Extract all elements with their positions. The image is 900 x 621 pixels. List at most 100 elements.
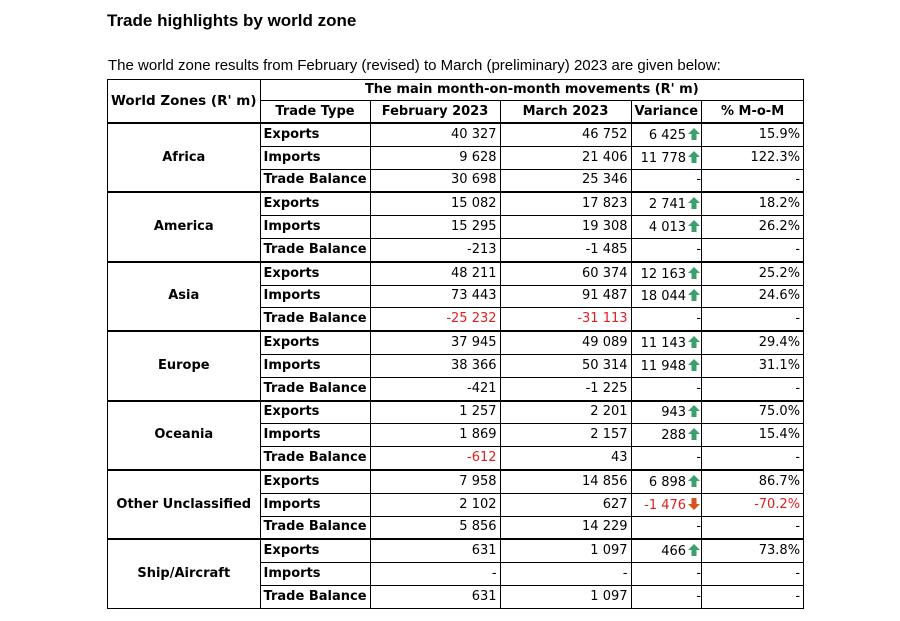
arrow-up-icon xyxy=(687,266,701,280)
trade-type: Exports xyxy=(259,468,371,494)
february-value: -213 xyxy=(369,237,501,263)
pct-mom-value: 86.7% xyxy=(701,468,805,494)
table-row: Trade Balance 5 856 14 229 - - xyxy=(108,515,805,540)
february-value: -25 232 xyxy=(369,307,501,332)
variance-value: - xyxy=(696,172,702,188)
march-value: 627 xyxy=(499,492,632,517)
table-row: Trade Balance -612 43 - - xyxy=(108,446,805,471)
pct-mom-value: 15.9% xyxy=(701,121,805,147)
variance-value: 11 143 xyxy=(640,336,687,352)
february-value: 1 869 xyxy=(369,423,501,448)
variance-value: - xyxy=(696,311,702,327)
table-row: Trade Balance 631 1 097 - - xyxy=(108,584,805,609)
march-value: 1 097 xyxy=(499,538,632,564)
table-row: Imports 73 443 91 487 18 044 24.6% xyxy=(108,284,805,309)
variance-value: 11 948 xyxy=(640,358,687,374)
february-value: 631 xyxy=(369,538,501,564)
february-value: 73 443 xyxy=(369,284,501,309)
pct-mom-value: 29.4% xyxy=(701,330,805,355)
february-value: 2 102 xyxy=(369,492,501,517)
variance-value: - xyxy=(696,450,702,466)
march-value: -31 113 xyxy=(499,307,632,332)
variance-value: 4 013 xyxy=(648,220,687,236)
table-row: Ship/Aircraft Exports 631 1 097 466 73.8% xyxy=(107,538,805,609)
table-row: Imports 9 628 21 406 11 778 122.3% xyxy=(108,145,805,170)
variance-value: 6 898 xyxy=(648,474,687,490)
table-row: Oceania Exports 1 257 2 201 943 75.0% xyxy=(107,399,805,471)
arrow-up-icon xyxy=(687,543,701,557)
february-value: 1 257 xyxy=(369,399,501,425)
pct-mom-value: 18.2% xyxy=(701,191,805,217)
variance-cell: -1 476 xyxy=(630,492,703,517)
pct-mom-value: 25.2% xyxy=(701,260,805,286)
arrow-up-icon xyxy=(687,196,701,210)
variance-cell: 2 741 xyxy=(630,191,703,217)
page-title: Trade highlights by world zone xyxy=(107,11,357,30)
february-value: - xyxy=(369,562,501,586)
trade-type: Exports xyxy=(259,538,371,564)
arrow-up-icon xyxy=(687,335,701,349)
pct-mom-value: 26.2% xyxy=(701,215,805,239)
pct-mom-value: - xyxy=(701,376,805,402)
trade-type: Exports xyxy=(259,399,371,425)
variance-value: 18 044 xyxy=(640,289,687,305)
pct-mom-value: - xyxy=(701,307,805,332)
variance-cell: 288 xyxy=(630,423,703,448)
zone-name: Ship/Aircraft xyxy=(107,538,261,609)
trade-type: Trade Balance xyxy=(259,168,371,193)
february-value: 631 xyxy=(369,584,501,609)
trade-type: Imports xyxy=(259,562,371,586)
variance-value: 466 xyxy=(661,544,687,560)
table-row: Other Unclassified Exports 7 958 14 856 6 89… xyxy=(107,468,805,540)
march-value: 2 157 xyxy=(499,423,632,448)
table-row: Asia Exports 48 211 60 374 12 163 25.2% xyxy=(107,260,805,332)
table-body: Africa Exports 40 327 46 752 6 425 15.9% Impor… xyxy=(107,121,805,609)
march-value: 91 487 xyxy=(499,284,632,309)
variance-cell: - xyxy=(630,307,703,332)
march-value: 1 097 xyxy=(499,584,632,609)
february-value: 40 327 xyxy=(369,121,501,147)
february-value: 48 211 xyxy=(369,260,501,286)
february-value: -421 xyxy=(369,376,501,402)
trade-type: Trade Balance xyxy=(259,237,371,263)
february-value: 38 366 xyxy=(369,353,501,378)
march-value: 14 856 xyxy=(499,468,632,494)
pct-mom-value: - xyxy=(701,584,805,609)
march-value: 46 752 xyxy=(499,121,632,147)
trade-type: Imports xyxy=(259,353,371,378)
march-value: -1 225 xyxy=(499,376,632,402)
variance-value: 288 xyxy=(661,428,687,444)
variance-cell: - xyxy=(630,446,703,471)
trade-type: Exports xyxy=(259,191,371,217)
table-row: Trade Balance 30 698 25 346 - - xyxy=(108,168,805,193)
pct-mom-value: 73.8% xyxy=(701,538,805,564)
trade-type: Trade Balance xyxy=(259,376,371,402)
table-row: Trade Balance -421 -1 225 - - xyxy=(108,376,805,402)
zone-name: Oceania xyxy=(107,399,261,471)
variance-value: - xyxy=(696,588,702,604)
zone-name: Asia xyxy=(107,260,261,332)
february-value: 37 945 xyxy=(369,330,501,355)
variance-cell: 6 425 xyxy=(630,121,703,147)
arrow-up-icon xyxy=(687,474,701,488)
col-header-march: March 2023 xyxy=(499,100,632,124)
table-row: America Exports 15 082 17 823 2 741 18.2% xyxy=(107,191,805,263)
variance-cell: - xyxy=(630,584,703,609)
trade-type: Exports xyxy=(259,260,371,286)
arrow-up-icon xyxy=(687,404,701,418)
variance-cell: 943 xyxy=(630,399,703,425)
trade-type: Trade Balance xyxy=(259,515,371,540)
pct-mom-value: 75.0% xyxy=(701,399,805,425)
pct-mom-value: -70.2% xyxy=(701,492,805,517)
pct-mom-value: - xyxy=(701,237,805,263)
table-row: Europe Exports 37 945 49 089 11 143 29.4% xyxy=(107,330,805,402)
february-value: 15 082 xyxy=(369,191,501,217)
variance-value: - xyxy=(696,519,702,535)
trade-table: World Zones (R' m) The main month-on-mon… xyxy=(107,79,805,609)
february-value: 30 698 xyxy=(369,168,501,193)
february-value: 9 628 xyxy=(369,145,501,170)
march-value: 21 406 xyxy=(499,145,632,170)
march-value: 14 229 xyxy=(499,515,632,540)
col-header-february: February 2023 xyxy=(369,100,501,124)
variance-cell: - xyxy=(630,515,703,540)
